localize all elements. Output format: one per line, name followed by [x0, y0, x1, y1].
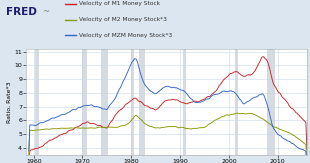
Text: ~: ~: [42, 7, 49, 16]
Text: Velocity of MZM Money Stock*3: Velocity of MZM Money Stock*3: [79, 33, 172, 38]
Bar: [183, 49, 186, 155]
Bar: [35, 49, 39, 155]
Y-axis label: Ratio, Rate*3: Ratio, Rate*3: [7, 81, 12, 123]
Text: Velocity of M2 Money Stock*3: Velocity of M2 Money Stock*3: [79, 17, 167, 22]
Bar: [268, 49, 275, 155]
Bar: [82, 49, 87, 155]
Bar: [131, 49, 134, 155]
Bar: [101, 49, 108, 155]
Text: FRED: FRED: [6, 7, 37, 17]
Bar: [139, 49, 145, 155]
Bar: [235, 49, 238, 155]
Text: Velocity of M1 Money Stock: Velocity of M1 Money Stock: [79, 1, 160, 6]
